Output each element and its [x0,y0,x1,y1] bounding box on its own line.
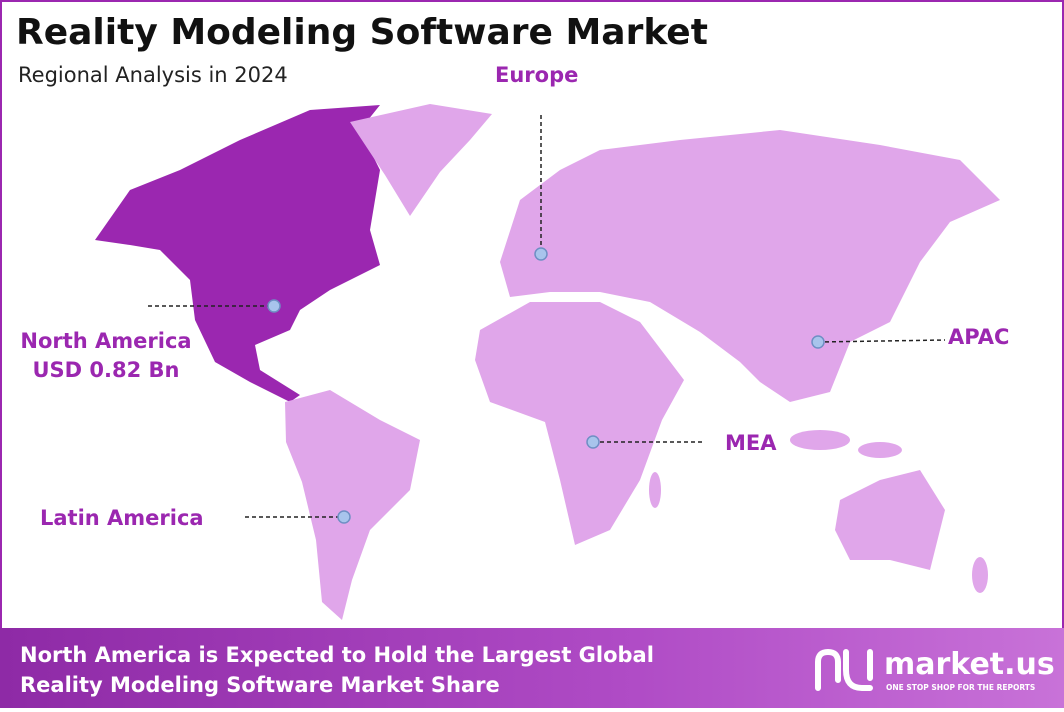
leaders [148,115,946,518]
markers [267,247,825,524]
brand-tagline: ONE STOP SHOP FOR THE REPORTS [886,683,1035,692]
footer-text: Reality Modeling Software Market Share [20,673,500,697]
marker [534,247,548,261]
marker [337,510,351,524]
brand-logo: market.us ONE STOP SHOP FOR THE REPORTS [815,647,1055,692]
subtitle: Regional Analysis in 2024 [18,63,288,87]
logo-icon [815,648,873,691]
north-america [95,105,380,402]
region-label: MEA [725,431,777,455]
footer-band [0,628,1064,708]
eurasia [500,130,1000,402]
region-label: North America [20,329,191,353]
region-label: APAC [948,325,1009,349]
islands [790,430,850,450]
marker [811,335,825,349]
region-value: USD 0.82 Bn [33,358,180,382]
brand-name: market.us [884,647,1055,682]
leader-line [817,339,946,343]
australia [835,470,945,570]
marker [267,299,281,313]
islands [858,442,902,458]
region-label: Europe [495,63,578,87]
region-label: Latin America [40,506,204,530]
madagascar [649,472,661,508]
marker [586,435,600,449]
world-map [95,104,1000,620]
title: Reality Modeling Software Market [16,12,708,53]
africa [475,302,684,545]
new-zealand [972,557,988,593]
footer-text: North America is Expected to Hold the La… [20,643,654,667]
south-america [285,390,420,620]
greenland [350,104,492,216]
